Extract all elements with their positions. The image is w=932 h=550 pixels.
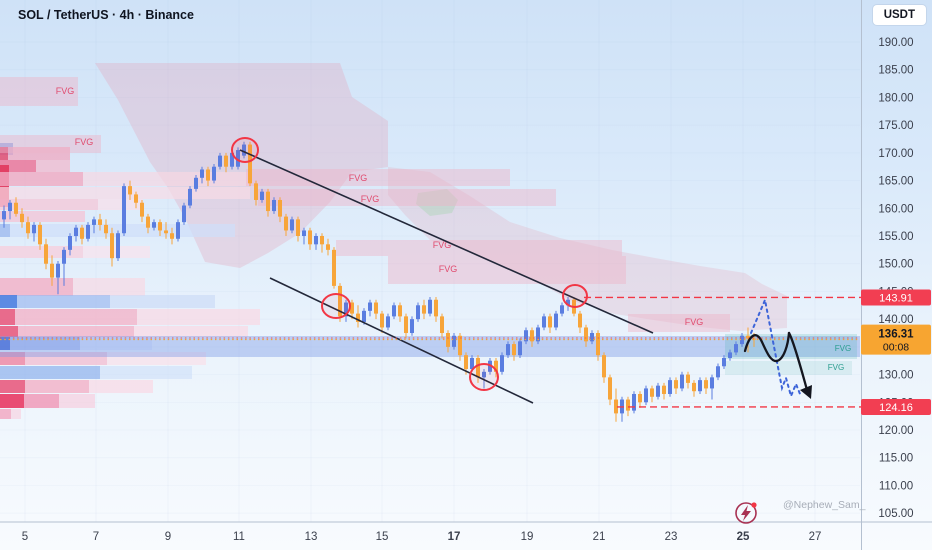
svg-text:9: 9 [165,531,171,543]
time-axis[interactable]: 5 7 9 11 13 15 17 19 21 23 25 27 [22,531,822,543]
svg-text:27: 27 [809,531,822,543]
svg-text:130.00: 130.00 [878,370,913,382]
ichimoku-cloud [95,63,787,331]
flash-marker-icon[interactable] [735,502,757,524]
fvg-label: FVG [75,137,94,147]
watermark: @Nephew_Sam_ [783,499,866,511]
fvg-label: FVG [361,194,380,204]
svg-text:17: 17 [448,531,461,543]
price-tags: 143.91 136.31 00:08 124.16 [861,289,931,415]
svg-text:185.00: 185.00 [878,65,913,77]
svg-text:105.00: 105.00 [878,508,913,520]
svg-text:5: 5 [22,531,28,543]
fvg-label: FVG [828,363,844,372]
svg-text:175.00: 175.00 [878,120,913,132]
fvg-label: FVG [349,173,368,183]
fvg-label: FVG [835,344,851,353]
candles [2,141,756,422]
fvg-label: FVG [439,264,458,274]
svg-text:115.00: 115.00 [879,453,913,465]
symbol-title[interactable]: SOL / TetherUS · 4h · Binance [18,8,194,22]
price-axis[interactable]: 190.00 185.00 180.00 175.00 170.00 165.00 160.… [878,37,913,520]
svg-text:110.00: 110.00 [879,480,913,492]
arrow-head [800,385,812,399]
svg-text:11: 11 [233,531,245,543]
svg-text:160.00: 160.00 [878,203,913,215]
fvg-label: FVG [685,317,704,327]
svg-text:25: 25 [737,531,750,543]
current-price-tag: 136.31 [878,329,914,341]
currency-toggle-button[interactable]: USDT [872,5,926,25]
svg-text:165.00: 165.00 [878,176,913,188]
fvg-label: FVG [56,86,75,96]
blue-price-zone [0,336,860,357]
notification-dot [751,502,757,508]
svg-text:180.00: 180.00 [878,92,913,104]
svg-text:155.00: 155.00 [878,231,913,243]
alert-price-tag: 143.91 [879,292,913,304]
circle-annotations[interactable] [231,137,588,391]
svg-text:7: 7 [93,531,99,543]
price-level-lines[interactable] [0,296,876,408]
svg-text:13: 13 [305,531,318,543]
alert-price-tag: 124.16 [879,402,913,414]
svg-text:15: 15 [376,531,389,543]
svg-text:23: 23 [665,531,678,543]
projection-drawing[interactable] [743,296,812,400]
svg-text:170.00: 170.00 [878,148,913,160]
svg-text:120.00: 120.00 [878,425,913,437]
bar-countdown: 00:08 [883,342,909,354]
fvg-label: FVG [433,240,452,250]
svg-text:190.00: 190.00 [878,37,913,49]
svg-text:140.00: 140.00 [878,314,913,326]
svg-text:21: 21 [593,531,606,543]
svg-text:19: 19 [521,531,534,543]
svg-text:150.00: 150.00 [878,259,913,271]
